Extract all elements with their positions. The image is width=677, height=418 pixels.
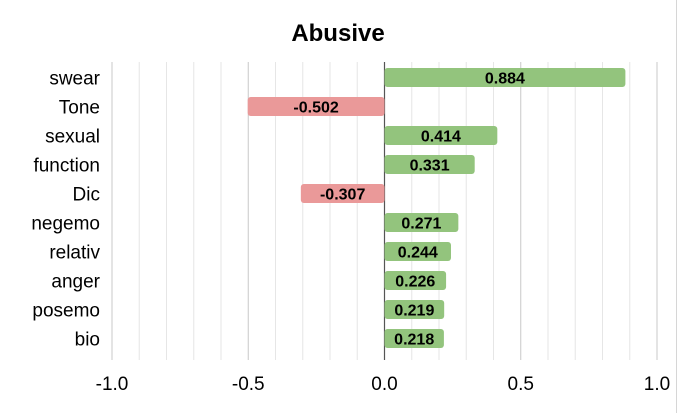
bar-value-label: 0.244 [398, 245, 438, 262]
bar-bio [384, 329, 444, 348]
bar-value-label: 0.226 [395, 274, 435, 291]
bar-value-label: 0.219 [394, 303, 434, 320]
category-label: Dic [73, 185, 100, 206]
bar-value-label: 0.884 [485, 71, 525, 88]
x-tick-label: -0.5 [232, 374, 265, 395]
category-labels: swear Tone sexual function Dic negemo relativ a… [31, 69, 100, 351]
category-label: Tone [59, 98, 100, 119]
x-tick-labels: -1.0 -0.5 0.0 0.5 1.0 [96, 374, 671, 395]
bar-value-label: 0.271 [401, 216, 441, 233]
category-label: posemo [32, 301, 100, 322]
bar-posemo [384, 300, 445, 319]
bar-relativ [384, 242, 451, 261]
bar-sexual [384, 126, 498, 145]
x-tick-label: 0.5 [508, 374, 534, 395]
bar-dic [300, 184, 385, 203]
bar-negemo [384, 213, 459, 232]
x-tick-label: 1.0 [644, 374, 670, 395]
chart-title: Abusive [291, 20, 384, 47]
category-label: function [33, 156, 100, 177]
bar-function [384, 155, 475, 174]
x-tick-label: -1.0 [96, 374, 129, 395]
bar-swear [384, 68, 626, 87]
category-label: relativ [49, 243, 100, 264]
category-label: sexual [45, 127, 100, 148]
bar-anger [384, 271, 447, 290]
bars: 0.884 -0.502 0.414 0.331 -0.307 0.271 0.244 0.2… [247, 68, 626, 349]
category-label: swear [49, 69, 100, 90]
bar-value-label: -0.307 [320, 187, 365, 204]
category-label: anger [51, 272, 100, 293]
category-label: negemo [31, 214, 100, 235]
bar-tone [247, 97, 385, 116]
bar-value-label: 0.331 [410, 158, 450, 175]
bar-value-label: 0.414 [421, 129, 461, 146]
bar-value-label: 0.218 [394, 332, 434, 349]
x-tick-label: 0.0 [371, 374, 397, 395]
bar-value-label: -0.502 [293, 100, 338, 117]
category-label: bio [75, 330, 100, 351]
